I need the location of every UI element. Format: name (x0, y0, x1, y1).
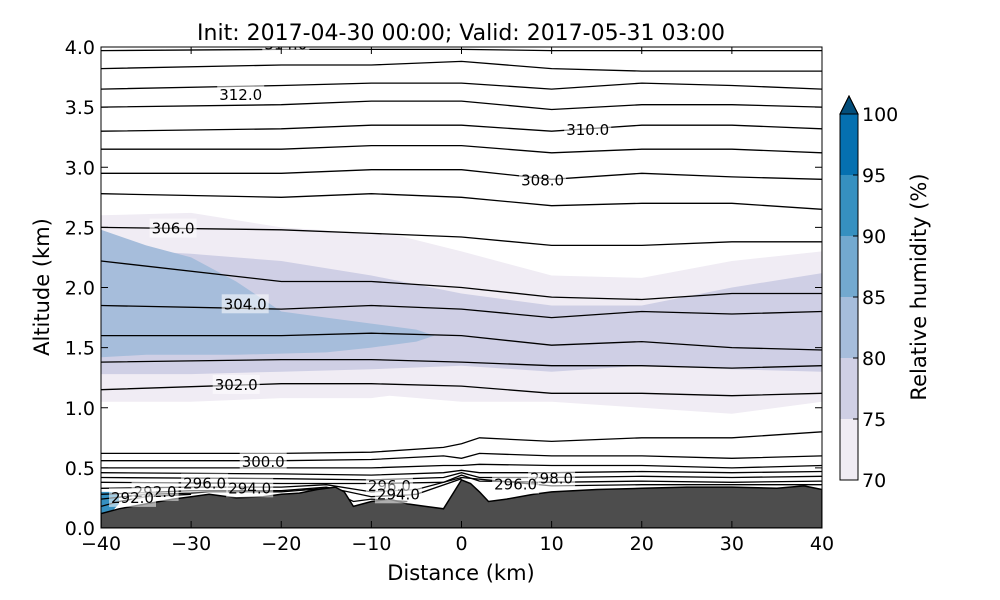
x-axis-title: Distance (km) (387, 561, 535, 585)
contour-label-layer: 312.0 310.0 308.0 306.0 304.0 302.0 300.0 298.0… (109, 36, 612, 507)
x-tick-label: 10 (540, 533, 564, 555)
isentrope-upper-11 (101, 82, 822, 90)
colorbar-segment (840, 175, 858, 236)
contour-label: 292.0 (111, 489, 154, 507)
y-tick-label: 2.0 (65, 278, 95, 300)
isentrope-upper-12 (101, 60, 822, 72)
isentrope-upper-10 (101, 100, 822, 111)
contour-label-bg (221, 294, 269, 314)
y-tick-label: 0.0 (65, 518, 95, 540)
contour-label-bg (181, 473, 229, 493)
isentrope-upper-0 (101, 383, 822, 397)
y-tick-label: 1.5 (65, 338, 95, 360)
colorbar-tick-label: 95 (862, 165, 886, 187)
colorbar-segment (840, 114, 858, 175)
isentrope-upper-2 (101, 332, 822, 351)
y-tick-label: 3.5 (65, 97, 95, 119)
colorbar-tick-label: 80 (862, 348, 886, 370)
y-tick-label: 2.5 (65, 217, 95, 239)
y-axis: 0.0 0.5 1.0 1.5 2.0 2.5 3.0 3.5 4.0 (65, 37, 822, 540)
isentrope-upper-8 (101, 144, 822, 154)
colorbar-segment (840, 419, 858, 480)
colorbar-tick-label: 90 (862, 226, 886, 248)
contour-label: 294.0 (228, 479, 271, 497)
contour-label-bg (262, 47, 310, 54)
colorbar-segment (840, 358, 858, 419)
x-tick-label: 40 (810, 533, 834, 555)
contour-label-bg (109, 487, 156, 507)
colorbar-tick-label: 70 (862, 470, 886, 492)
x-tick-label: 30 (720, 533, 744, 555)
isentrope-lower-4 (101, 472, 822, 481)
rh-shading-layer (101, 212, 822, 514)
colorbar-title: Relative humidity (%) (907, 173, 931, 400)
isentrope-upper-6 (101, 193, 822, 210)
colorbar-segment (840, 236, 858, 297)
isentrope-upper-9 (101, 124, 822, 132)
x-tick-label: −20 (261, 533, 301, 555)
contour-label-bg (528, 468, 576, 488)
contour-label: 298.0 (530, 470, 573, 488)
x-tick-label: 20 (630, 533, 654, 555)
isentrope-upper-5 (101, 226, 822, 247)
contour-label: 302.0 (215, 376, 258, 394)
colorbar-tick-label: 85 (862, 287, 886, 309)
isentrope-upper-3 (101, 304, 822, 319)
contour-label-bg (239, 451, 287, 471)
isentrope-upper-7 (101, 169, 822, 180)
contour-label: 310.0 (566, 121, 609, 139)
isentrope-lower-3 (101, 469, 822, 476)
y-tick-label: 1.0 (65, 398, 95, 420)
contour-label: 296.0 (183, 475, 226, 493)
chart-title: Init: 2017-04-30 00:00; Valid: 2017-05-3… (197, 21, 725, 46)
y-tick-label: 0.5 (65, 458, 95, 480)
terrain-layer (101, 478, 822, 528)
colorbar-tick-label: 100 (862, 104, 898, 126)
isentrope-lower-2 (101, 463, 822, 469)
contour-label-bg (492, 474, 540, 494)
colorbar-extend-arrow (839, 94, 859, 115)
contour-label: 296.0 (494, 476, 537, 494)
contour-label: 312.0 (219, 86, 262, 104)
x-tick-label: −40 (81, 533, 121, 555)
contour-label-bg (212, 374, 260, 394)
contour-label-bg (226, 478, 274, 498)
contour-label-bg (374, 484, 422, 504)
contour-label: 314.0 (264, 36, 307, 54)
colorbar-tick-label: 75 (862, 409, 886, 431)
y-tick-label: 4.0 (65, 37, 95, 59)
plot-area: 312.0 310.0 308.0 306.0 304.0 302.0 300.0 298.0… (101, 36, 822, 528)
isentrope-layer (101, 48, 822, 508)
colorbar: 70 75 80 85 90 95 100 (839, 94, 898, 492)
x-tick-label: −10 (351, 533, 391, 555)
colorbar-segment (840, 297, 858, 358)
isentrope-lower-0 (101, 431, 822, 455)
contour-label: 304.0 (224, 295, 267, 313)
contour-label: 306.0 (152, 220, 195, 238)
terrain (101, 478, 822, 528)
y-axis-title: Altitude (km) (30, 218, 54, 356)
x-tick-label: −30 (171, 533, 211, 555)
isentrope-upper-4 (101, 260, 822, 301)
isentrope-lower-1 (101, 452, 822, 462)
y-tick-label: 3.0 (65, 157, 95, 179)
contour-label-bg (217, 85, 265, 105)
contour-label: 300.0 (242, 453, 285, 471)
x-axis: −40 −30 −20 −10 0 10 20 30 40 (81, 47, 834, 555)
contour-label-bg (519, 170, 567, 190)
contour-label-bg (149, 218, 197, 238)
contour-label: 294.0 (377, 485, 420, 503)
rh-band-80 (101, 229, 435, 358)
x-tick-label: 0 (455, 533, 467, 555)
contour-label: 308.0 (521, 172, 564, 190)
isentrope-upper-1 (101, 358, 822, 369)
contour-label-bg (564, 120, 612, 139)
